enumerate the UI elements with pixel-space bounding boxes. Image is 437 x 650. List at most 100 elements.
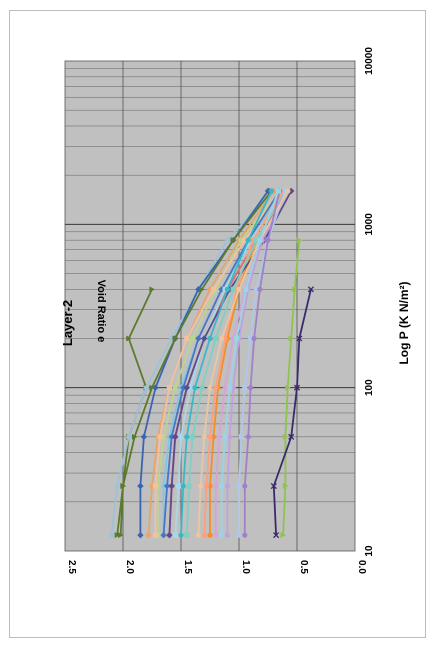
series-line: [203, 190, 284, 536]
data-point: [282, 483, 289, 490]
data-point: [184, 335, 190, 342]
data-point: [285, 384, 291, 391]
data-point: [161, 483, 167, 489]
data-point: [242, 483, 248, 489]
x-tick-label: 10000: [364, 47, 375, 75]
data-point: [307, 286, 314, 293]
x-axis-label: Log P (K N/m²): [397, 281, 411, 364]
data-point: [172, 335, 179, 342]
data-point: [161, 434, 167, 440]
series-group: [178, 188, 275, 538]
data-point: [201, 335, 208, 342]
data-point: [172, 433, 179, 441]
data-point: [275, 188, 282, 194]
data-point: [238, 434, 244, 440]
data-point: [184, 434, 190, 440]
series-group: [280, 237, 303, 539]
data-point: [243, 286, 249, 292]
data-point: [143, 385, 149, 391]
data-point: [224, 286, 230, 292]
data-point: [253, 237, 259, 243]
data-point: [195, 532, 201, 538]
series-line: [174, 190, 287, 536]
data-point: [227, 434, 233, 440]
data-point: [192, 385, 198, 391]
data-point: [236, 483, 242, 489]
data-point: [213, 483, 219, 489]
data-point: [236, 532, 242, 538]
data-point: [149, 384, 155, 391]
y-tick-label: 0.0: [356, 560, 367, 574]
data-point: [245, 434, 251, 440]
data-point: [201, 532, 207, 538]
data-point: [248, 335, 254, 342]
data-point: [166, 531, 173, 539]
data-point: [114, 532, 121, 539]
data-point: [137, 531, 144, 539]
data-point: [245, 237, 251, 243]
data-point: [178, 434, 184, 440]
data-point: [207, 385, 213, 391]
data-point: [257, 237, 263, 243]
data-point: [288, 433, 295, 440]
data-point: [152, 384, 159, 391]
data-point: [126, 434, 132, 440]
void-ratio-chart: 10 100 1000 10000 2.5 2.0 1.5 1.0 0.5 0.0 Layer-2…: [60, 47, 411, 575]
data-point: [195, 335, 202, 342]
data-point: [293, 384, 301, 391]
data-point: [183, 384, 190, 391]
data-point: [190, 434, 196, 440]
data-point: [280, 532, 287, 539]
series-line: [116, 190, 273, 536]
data-point: [248, 385, 254, 391]
series-group: [219, 188, 282, 538]
y-tick-label: 1.5: [182, 560, 193, 574]
data-point: [168, 482, 175, 490]
data-point: [203, 483, 210, 489]
x-tick-label: 100: [364, 379, 375, 396]
data-point: [242, 532, 248, 538]
data-point: [207, 532, 213, 538]
data-point: [160, 531, 167, 539]
data-point: [186, 483, 192, 489]
figure-frame: 10 100 1000 10000 2.5 2.0 1.5 1.0 0.5 0.0 Layer-2…: [9, 10, 426, 638]
data-point: [234, 335, 240, 342]
data-point: [236, 286, 242, 292]
x-tick-label: 10: [364, 545, 375, 557]
data-point: [145, 532, 152, 538]
data-point: [251, 335, 257, 342]
data-point: [257, 286, 263, 292]
data-point: [198, 483, 204, 489]
data-point: [222, 434, 228, 440]
data-point: [180, 384, 187, 391]
data-point: [152, 483, 159, 489]
data-point: [126, 335, 132, 342]
data-point: [114, 483, 120, 489]
data-point: [132, 433, 138, 440]
data-point: [178, 532, 184, 538]
data-point: [230, 286, 236, 292]
series-line: [272, 289, 312, 536]
data-point: [210, 286, 217, 292]
y-tick-label: 1.0: [240, 560, 251, 574]
data-point: [199, 286, 205, 293]
data-point: [268, 188, 275, 194]
data-point: [120, 483, 126, 490]
data-point: [224, 483, 230, 489]
data-point: [137, 482, 144, 490]
data-point: [216, 434, 222, 440]
y-tick-label: 2.5: [66, 560, 77, 574]
series-line: [180, 190, 273, 536]
y-tick-label: 2.0: [124, 560, 135, 574]
data-point: [219, 532, 225, 538]
data-point: [201, 434, 207, 440]
data-point: [230, 237, 237, 244]
data-point: [213, 335, 219, 342]
data-point: [207, 335, 213, 342]
series-line: [197, 190, 289, 536]
data-point: [168, 433, 175, 441]
data-point: [157, 434, 163, 440]
data-point: [224, 532, 230, 538]
data-point: [149, 286, 155, 293]
data-point: [282, 433, 289, 440]
